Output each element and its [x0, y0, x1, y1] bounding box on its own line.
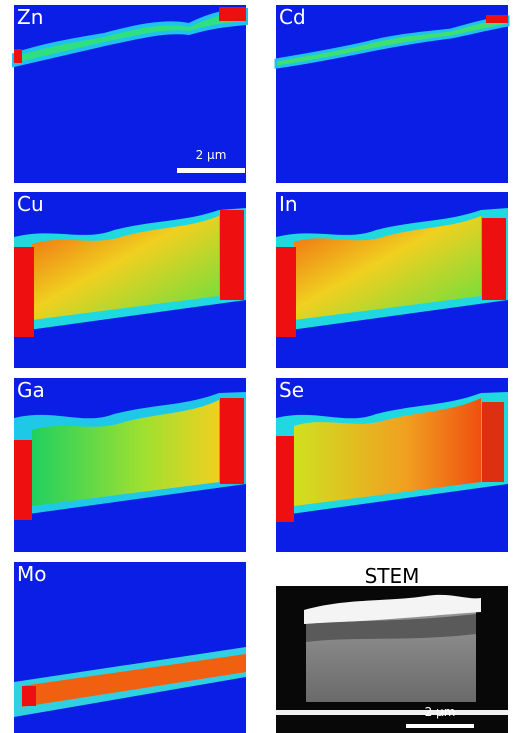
ga-panel: Ga [14, 378, 246, 552]
figure: Zn 2 µm Cd Cu In Ga [0, 0, 521, 733]
panel-label: Cd [279, 5, 306, 29]
in-panel: In [276, 192, 508, 368]
panel-label: Zn [17, 5, 43, 29]
panel-label: Mo [17, 562, 47, 586]
panel-label: Cu [17, 192, 44, 216]
panel-label: Ga [17, 378, 45, 402]
zn-panel: Zn 2 µm [14, 5, 246, 183]
panel-label: Se [279, 378, 304, 402]
stem-panel: STEM 2 µm [276, 564, 508, 733]
mo-panel: Mo [14, 562, 246, 733]
cd-panel: Cd [276, 5, 508, 183]
panel-label: STEM [365, 564, 420, 588]
cu-panel: Cu [14, 192, 246, 368]
panel-label: In [279, 192, 298, 216]
se-panel: Se [276, 378, 508, 552]
scale-bar-label: 2 µm [425, 705, 456, 719]
scale-bar-label: 2 µm [196, 148, 227, 162]
